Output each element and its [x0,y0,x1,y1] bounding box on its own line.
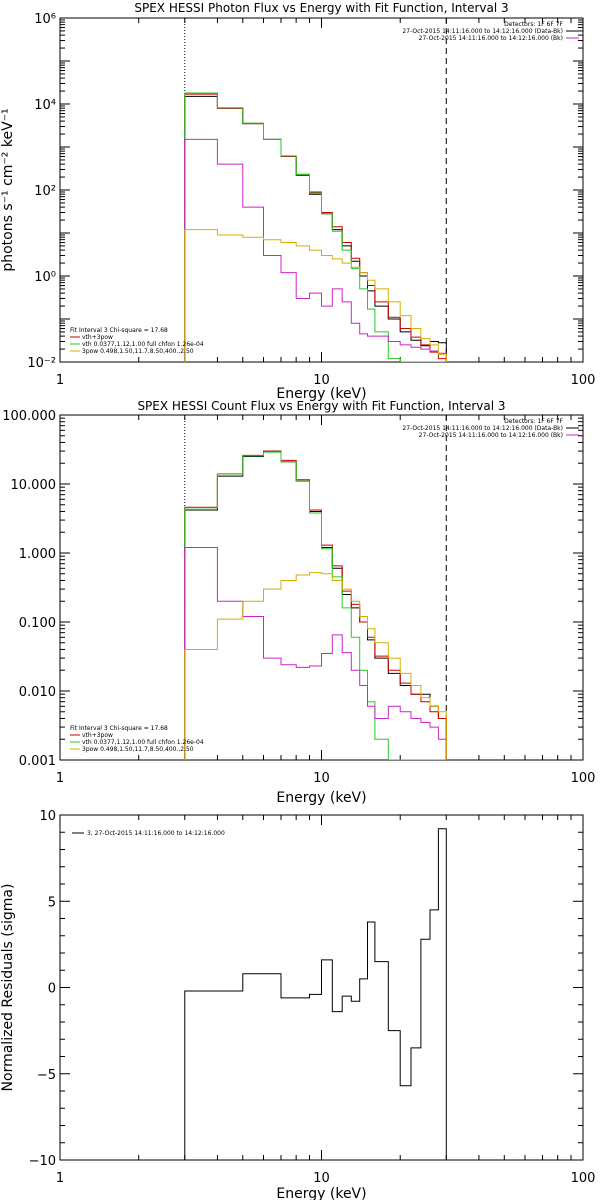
series-bkg-line [184,229,447,362]
legend-top-entry: 27-Oct-2015 14:11:16.000 to 14:12:16.000… [402,425,563,432]
legend-top-entry: 27-Oct-2015 14:11:16.000 to 14:12:16.000… [419,35,563,42]
y-tick-label: −5 [37,1068,56,1083]
chart-panel-1: SPEX HESSI Photon Flux vs Energy with Fi… [0,1,595,402]
y-tick-label: 10⁶ [34,12,56,27]
series-total-line [184,450,447,760]
legend-bottom-entry: vth+3pow [82,732,113,739]
legend-top-entry: Detectors: 1F 6F 7F [504,418,563,425]
chart-title: SPEX HESSI Photon Flux vs Energy with Fi… [134,1,508,15]
x-tick-label: 10 [313,771,330,786]
chart-panel-3: 1 10 100 Energy (keV) −10 −5 0 5 10 Normalized Re… [0,809,595,1200]
x-axis-label: Energy (keV) [276,1186,366,1200]
y-tick-label: −10 [29,1154,56,1169]
legend-bottom-entry: vth 0.0377,1.12,1.00 full chfon 1.26e-04 [82,341,204,348]
series-bkg-line [184,572,447,760]
x-tick-label: 10 [313,373,330,388]
x-tick-label: 100 [571,373,596,388]
y-tick-label: 10⁻² [27,356,56,371]
legend-top-entry: 3, 27-Oct-2015 14:11:16.000 to 14:12:16.… [87,830,225,837]
y-tick-label: 10⁴ [34,98,56,113]
legend-top-entry: 27-Oct-2015 14:11:16.000 to 14:12:16.000… [402,28,563,35]
x-axis-label: Energy (keV) [276,386,366,402]
y-tick-label: 0 [48,982,56,997]
x-tick-label: 1 [56,373,64,388]
legend-bottom-entry: Fit Interval 3 Chi-square = 17.68 [70,725,168,732]
x-tick-label: 1 [56,1171,64,1186]
plot-frame [59,17,584,363]
chart-title: SPEX HESSI Count Flux vs Energy with Fit… [137,399,505,413]
x-tick-label: 1 [56,771,64,786]
series-nonthermal-line [184,547,447,760]
legend-bottom-entry: vth 0.0377,1.12,1.00 full chfon 1.26e-04 [82,739,204,746]
y-tick-label: 5 [48,895,56,910]
y-axis-label: Normalized Residuals (sigma) [0,884,16,1092]
y-tick-label: 0.100 [19,616,56,631]
legend-top-entry: Detectors: 1F 6F 7F [504,21,563,28]
y-tick-label: 10.000 [11,478,57,493]
legend-bottom-entry: 3pow 0.498,1.50,11.7,8.50,400.,2.50 [82,746,194,753]
y-tick-label: 0.001 [19,754,56,769]
legend-bottom-entry: Fit Interval 3 Chi-square = 17.68 [70,327,168,334]
y-tick-label: 100.000 [2,409,56,424]
series-data-line [184,450,447,760]
plot-frame [59,414,584,761]
series-thermal-line [184,451,447,760]
y-tick-label: 10⁰ [34,270,56,285]
y-tick-label: 0.010 [19,685,56,700]
series-data-line [184,828,447,1160]
x-axis-label: Energy (keV) [276,790,366,806]
legend-bottom-entry: vth+3pow [82,334,113,341]
x-tick-label: 100 [571,771,596,786]
legend-bottom-entry: 3pow 0.498,1.50,11.7,8.50,400.,2.50 [82,348,194,355]
y-tick-label: 1.000 [19,547,56,562]
series-data-line [184,95,447,362]
x-tick-label: 10 [313,1171,330,1186]
y-tick-label: 10 [39,809,56,824]
series-thermal-line [184,92,447,362]
chart-panel-2: SPEX HESSI Count Flux vs Energy with Fit… [2,399,595,806]
x-tick-label: 100 [571,1171,596,1186]
legend-top-entry: 27-Oct-2015 14:11:16.000 to 14:12:16.000… [419,432,563,439]
series-total-line [184,93,447,362]
y-axis-label: photons s⁻¹ cm⁻² keV⁻¹ [0,108,16,271]
y-tick-label: 10² [34,184,56,199]
